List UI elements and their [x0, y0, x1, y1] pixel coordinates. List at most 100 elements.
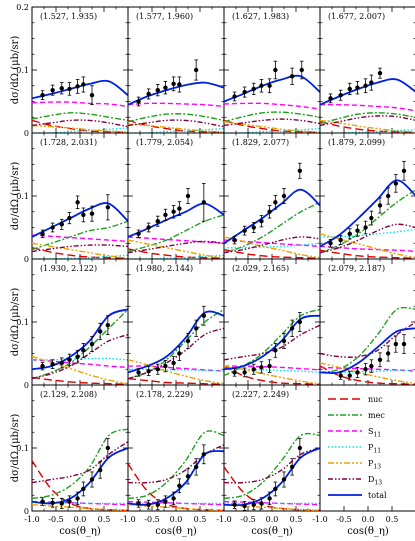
curve-nuc [224, 248, 320, 259]
data-point [232, 502, 237, 507]
data-point [155, 367, 160, 372]
data-point [136, 501, 141, 506]
x-tick-label: 0.5 [386, 515, 399, 524]
x-tick-label: -0.5 [240, 515, 255, 524]
curve-group [128, 430, 224, 511]
data-point [259, 219, 264, 224]
data-point [67, 357, 72, 362]
data-point [338, 237, 343, 243]
curve-nuc [320, 121, 415, 133]
data-point [177, 483, 182, 488]
curve-total [320, 179, 415, 248]
curve-nuc [32, 460, 128, 511]
data-point [281, 338, 287, 344]
data-point [393, 181, 399, 186]
panel-frame [223, 258, 321, 386]
x-axis-label-col-3: cos(θ_η) [251, 526, 293, 537]
curve-D13 [320, 223, 415, 254]
curve-D13 [224, 447, 320, 484]
y-axis-label-row-3: dσ/dΩ (μb/sr) [10, 288, 21, 357]
curve-S11 [128, 500, 224, 506]
data-group [40, 438, 111, 509]
data-point [146, 502, 151, 507]
panel-9: 0 0.1 (1.930, 2.122) [16, 258, 129, 390]
curve-D13 [320, 321, 415, 358]
x-tick-label: -1.0 [312, 515, 327, 524]
curve-S11 [224, 239, 320, 248]
data-point [267, 83, 272, 88]
legend-label-D13: D13 [368, 475, 382, 487]
curve-total [32, 308, 128, 371]
x-tick-label: 0.0 [170, 515, 183, 524]
data-point [97, 329, 103, 334]
data-point [185, 193, 191, 199]
data-group [40, 194, 111, 238]
curve-D13 [224, 118, 320, 127]
panel-energy-label: (1.677, 2.007) [328, 12, 385, 21]
data-point [136, 99, 141, 104]
panel-energy-label: (1.728, 2.031) [40, 138, 97, 147]
data-group [136, 444, 207, 511]
y-tick-label: 0 [24, 255, 29, 264]
data-point [232, 237, 237, 243]
curve-nuc [224, 119, 320, 133]
data-point [89, 93, 95, 98]
data-point [185, 338, 191, 344]
data-point [177, 82, 182, 87]
data-point [59, 86, 64, 91]
curve-total [224, 74, 320, 103]
data-point [75, 200, 80, 205]
curve-D13 [224, 236, 320, 254]
curve-D13 [128, 327, 224, 380]
data-point [363, 367, 368, 372]
curve-mec [128, 308, 224, 380]
panel-4: (1.677, 2.007) [319, 6, 415, 134]
data-point [242, 503, 247, 509]
data-point [251, 86, 256, 92]
y-axis-label-row-1: dσ/dΩ (μb/sr) [10, 36, 21, 105]
curve-total [128, 450, 224, 506]
data-point [146, 368, 151, 374]
panel-energy-label: (1.980, 2.144) [136, 264, 193, 273]
curve-total [224, 447, 320, 507]
curve-group [32, 428, 128, 511]
y-tick-label: 0.1 [16, 66, 29, 75]
data-point [40, 499, 45, 504]
data-point [81, 486, 86, 492]
data-point [40, 363, 45, 369]
curve-P13 [224, 236, 320, 259]
y-tick-label: 0.2 [16, 3, 29, 12]
data-point [338, 373, 343, 378]
panel-energy-label: (1.930, 2.122) [40, 264, 97, 273]
data-point [105, 205, 111, 210]
data-point [163, 85, 168, 90]
curve-nuc [128, 119, 224, 133]
x-tick-label: -1.0 [120, 515, 135, 524]
panel-energy-label: (2.079, 2.187) [328, 264, 385, 273]
curve-nuc [32, 376, 128, 385]
y-tick-label: 0.1 [16, 192, 29, 201]
curve-group [32, 202, 128, 259]
curve-D13 [128, 240, 224, 254]
curve-group [320, 78, 415, 133]
curve-P13 [32, 504, 128, 511]
data-point [377, 203, 383, 208]
curve-mec [32, 112, 128, 122]
curve-P13 [32, 242, 128, 259]
panel-frame [319, 6, 415, 134]
data-point [163, 212, 168, 218]
panel-6: (1.779, 2.054) [127, 132, 225, 260]
curve-group [320, 179, 415, 259]
y-tick-label: 0 [24, 507, 29, 516]
curve-D13 [320, 115, 415, 127]
curve-D13 [32, 333, 128, 380]
panel-energy-label: (2.129, 2.208) [40, 390, 97, 399]
data-point [193, 464, 199, 470]
x-tick-label: -1.0 [24, 515, 39, 524]
data-point [251, 502, 256, 507]
data-point [347, 373, 352, 378]
panel-13: 0 0.1 -1.0 -0.5 0.0 0.5 (2.129, 2.208) [16, 384, 129, 524]
data-point [201, 313, 207, 318]
curve-S11 [32, 359, 128, 369]
legend-label-S11: S11 [368, 427, 381, 439]
